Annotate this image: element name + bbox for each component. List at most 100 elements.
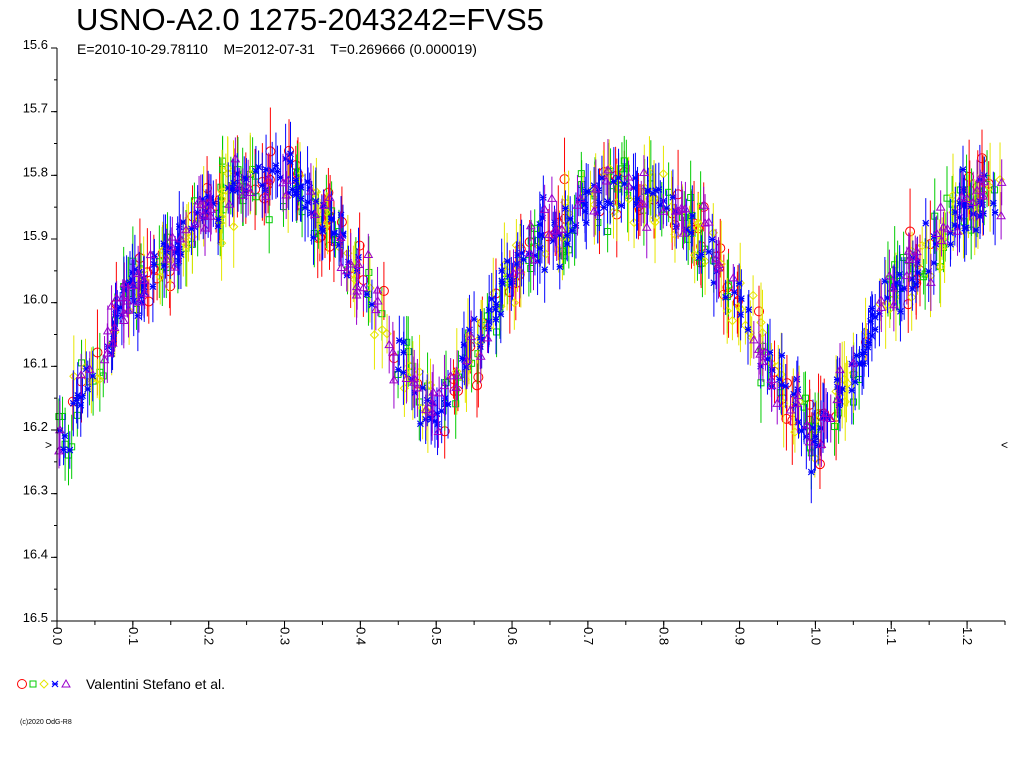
copyright-text: (c)2020 OdG-R8 [20,719,72,726]
star-marker [556,263,564,271]
series-triangle [54,137,1007,469]
star-marker [310,234,317,242]
triangle-marker [234,180,245,190]
star-marker [705,248,713,256]
star-marker [563,231,571,239]
square-marker [687,193,695,201]
triangle-marker [408,377,419,386]
triangle-marker [792,398,803,407]
triangle-marker [926,277,936,286]
star-marker [600,203,608,211]
triangle-marker [372,285,383,294]
star-marker [865,339,872,346]
triangle-marker [832,394,843,404]
star-marker [871,313,879,321]
triangle-marker [956,191,967,201]
diamond-marker [722,306,732,316]
diamond-marker [757,328,768,338]
triangle-marker [84,364,95,373]
circle-marker [472,380,483,391]
triangle-marker [785,404,796,414]
triangle-marker [462,355,472,365]
triangle-marker [931,228,942,238]
square-marker [483,312,491,320]
star-marker [848,386,856,394]
x-tick-label: 1.1 [884,627,899,645]
star-marker [582,188,590,196]
triangle-marker [345,259,356,268]
star-marker [368,301,376,308]
triangle-marker [181,224,191,234]
x-tick-label: 0.5 [429,627,444,645]
star-marker [858,360,866,368]
star-marker [897,307,904,315]
triangle-marker [145,249,156,259]
triangle-marker [387,347,398,356]
triangle-marker [384,339,395,349]
star-marker [745,306,753,314]
triangle-marker [166,241,177,251]
triangle-marker [754,344,764,353]
circle-marker [378,285,389,296]
y-tick-label: 15.7 [23,101,48,116]
diamond-marker [995,174,1005,185]
star-marker [644,187,651,195]
diamond-marker [377,324,387,335]
diamond-marker [477,317,487,327]
x-tick-label: 0.3 [278,627,293,645]
diamond-marker [228,221,239,232]
star-marker [744,326,752,333]
y-tick-label: 16.5 [23,610,48,625]
triangle-marker [514,264,525,274]
triangle-marker [351,289,362,299]
star-marker [194,209,202,217]
triangle-marker [539,204,550,213]
triangle-marker [139,288,150,297]
triangle-marker [698,200,709,209]
diamond-marker [644,167,655,178]
star-marker [274,168,281,175]
triangle-marker [575,193,586,203]
star-marker [513,260,521,268]
star-marker [149,283,157,291]
triangle-marker [106,301,117,310]
triangle-marker [205,211,216,220]
triangle-marker [278,177,288,187]
star-marker [312,197,320,205]
triangle-marker [525,220,536,230]
star-marker [730,288,738,296]
triangle-marker [263,174,274,183]
star-marker [582,219,590,227]
triangle-marker [711,254,721,263]
star-marker [128,269,136,276]
star-marker [160,240,168,248]
triangle-marker [703,217,714,226]
triangle-marker [758,356,768,366]
square-marker [931,212,939,220]
y-tick-label: 16.1 [23,355,48,370]
triangle-marker [204,198,215,207]
triangle-marker [482,332,493,342]
triangle-marker [61,678,71,688]
x-tick-label: 1.0 [808,627,823,645]
star-marker [669,193,677,201]
triangle-marker [942,223,953,233]
triangle-marker [466,331,476,341]
star-marker [631,174,639,182]
diamond-marker [94,374,105,385]
triangle-marker [428,387,439,396]
diamond-marker [222,168,233,179]
star-marker [289,186,296,193]
data-points-layer [54,107,1007,504]
circle-marker [17,679,27,689]
diamond-marker [217,186,227,197]
triangle-marker [848,358,859,367]
triangle-marker [310,209,320,219]
star-marker [922,219,930,227]
star-marker [292,177,300,184]
diamond-marker [39,679,49,689]
star-marker [778,352,786,359]
right-marker: < [1001,438,1008,452]
triangle-marker [434,387,444,397]
diamond-marker [182,240,192,251]
